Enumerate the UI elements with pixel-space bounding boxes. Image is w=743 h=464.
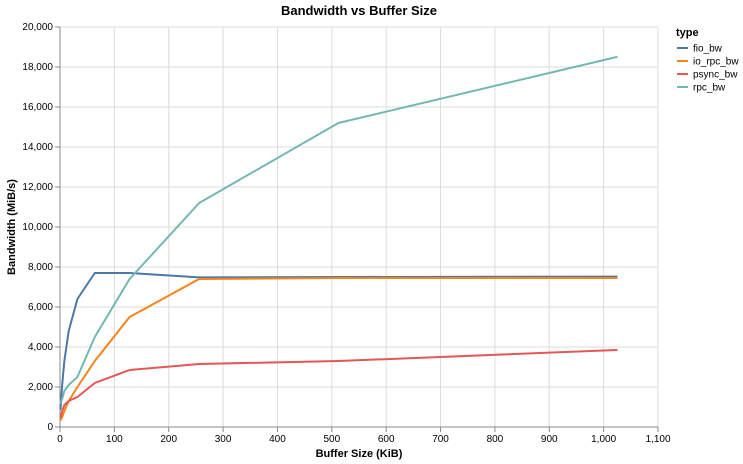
x-tick-label: 200 — [160, 434, 177, 445]
y-tick-label: 10,000 — [22, 222, 53, 233]
y-tick-label: 0 — [47, 422, 53, 433]
chart-title: Bandwidth vs Buffer Size — [281, 3, 437, 18]
y-tick-label: 2,000 — [28, 382, 53, 393]
series-line-fio_bw — [59, 272, 618, 410]
y-tick-label: 16,000 — [22, 102, 53, 113]
y-tick-label: 8,000 — [28, 262, 53, 273]
legend-label-psync_bw: psync_bw — [693, 70, 738, 81]
legend-label-rpc_bw: rpc_bw — [693, 83, 726, 94]
y-tick-label: 18,000 — [22, 62, 53, 73]
legend-label-io_rpc_bw: io_rpc_bw — [693, 57, 739, 68]
y-axis-title: Bandwidth (MiB/s) — [6, 179, 18, 275]
x-axis-title: Buffer Size (KiB) — [316, 448, 403, 460]
y-tick-label: 4,000 — [28, 342, 53, 353]
x-tick-label: 100 — [106, 434, 123, 445]
series-line-psync_bw — [59, 349, 618, 418]
x-tick-label: 500 — [323, 434, 340, 445]
x-tick-label: 300 — [215, 434, 232, 445]
x-tick-label: 400 — [269, 434, 286, 445]
axes: 0 100 200 300 400 500 600 700 800 900 1,000 1,100 0 2… — [22, 22, 671, 445]
x-tick-label: 600 — [378, 434, 395, 445]
series-line-io_rpc_bw — [59, 277, 618, 421]
legend-title: type — [676, 27, 699, 39]
legend-label-fio_bw: fio_bw — [693, 44, 723, 55]
y-tick-label: 12,000 — [22, 182, 53, 193]
x-tick-label: 1,000 — [591, 434, 616, 445]
x-tick-label: 0 — [57, 434, 63, 445]
y-tick-label: 20,000 — [22, 22, 53, 33]
gridlines — [59, 26, 659, 428]
x-tick-label: 700 — [432, 434, 449, 445]
x-tick-label: 900 — [541, 434, 558, 445]
series-lines — [59, 56, 618, 421]
x-tick-label: 1,100 — [645, 434, 670, 445]
y-tick-label: 6,000 — [28, 302, 53, 313]
series-line-rpc_bw — [59, 56, 618, 404]
x-tick-label: 800 — [487, 434, 504, 445]
y-tick-label: 14,000 — [22, 142, 53, 153]
legend: type fio_bw io_rpc_bw psync_bw rpc_bw — [676, 27, 739, 94]
